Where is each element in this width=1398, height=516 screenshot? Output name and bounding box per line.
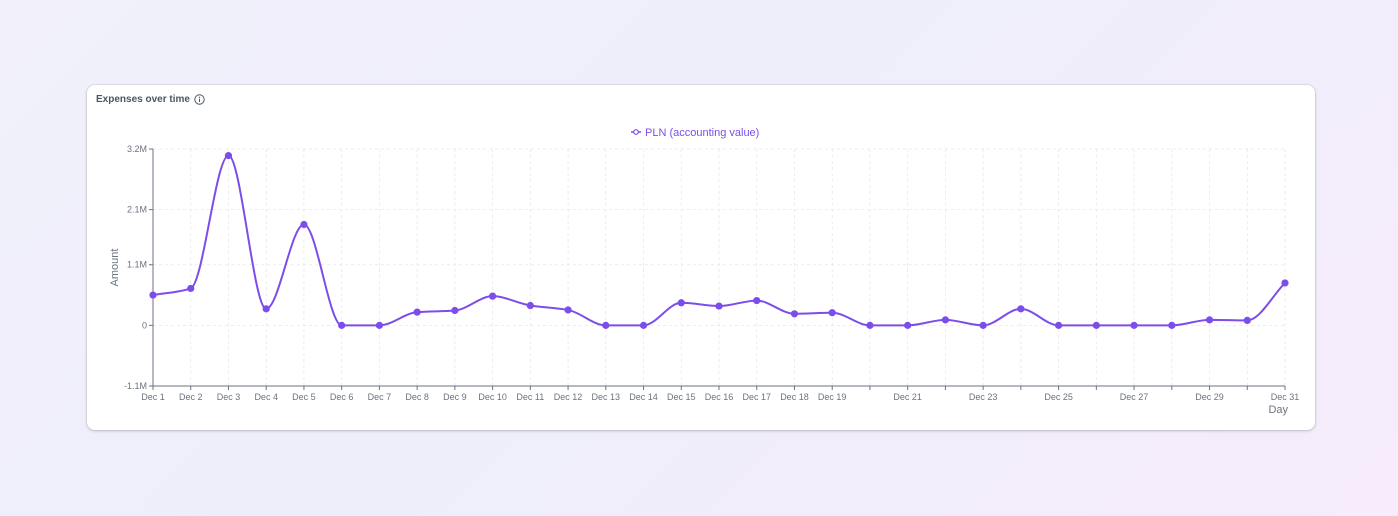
y-tick-label: 3.2M bbox=[127, 144, 147, 154]
x-tick-label: Dec 3 bbox=[217, 392, 241, 402]
info-icon[interactable] bbox=[194, 94, 205, 105]
data-point bbox=[979, 321, 987, 329]
data-point bbox=[828, 309, 836, 317]
x-tick-label: Dec 13 bbox=[592, 392, 621, 402]
data-point bbox=[375, 321, 383, 329]
data-point bbox=[904, 321, 912, 329]
data-point bbox=[1017, 305, 1025, 313]
x-tick-label: Dec 18 bbox=[780, 392, 809, 402]
data-point bbox=[1243, 316, 1251, 325]
x-tick-label: Dec 8 bbox=[405, 392, 429, 402]
x-tick-label: Dec 4 bbox=[254, 392, 278, 402]
x-tick-label: Dec 5 bbox=[292, 392, 316, 402]
x-tick-label: Dec 16 bbox=[705, 392, 734, 402]
data-point bbox=[790, 310, 799, 318]
x-tick-label: Dec 29 bbox=[1195, 392, 1224, 402]
x-tick-label: Dec 15 bbox=[667, 392, 696, 402]
x-tick-label: Dec 9 bbox=[443, 392, 467, 402]
data-point bbox=[1281, 279, 1289, 287]
x-tick-label: Dec 11 bbox=[516, 392, 544, 402]
data-point bbox=[602, 321, 610, 329]
line-chart: -1.1M 0 1.1M 2.1M 3.2M Dec 1 Dec 2 Dec 3 Dec 4 De… bbox=[109, 127, 1299, 416]
data-point bbox=[187, 284, 195, 293]
card-title: Expenses over time bbox=[96, 94, 205, 105]
x-tick-label: Dec 23 bbox=[969, 392, 998, 402]
data-point bbox=[1055, 321, 1063, 329]
x-tick-label: Dec 25 bbox=[1044, 392, 1073, 402]
data-point bbox=[1092, 321, 1100, 329]
x-tick-label: Dec 17 bbox=[742, 392, 771, 402]
y-tick-label: 0 bbox=[142, 320, 147, 330]
data-point bbox=[564, 306, 572, 314]
data-point bbox=[677, 299, 685, 307]
data-point bbox=[451, 306, 459, 315]
chart-grid bbox=[152, 148, 1286, 387]
legend-marker-icon bbox=[633, 129, 639, 135]
data-point bbox=[1205, 316, 1214, 324]
data-point bbox=[639, 321, 648, 329]
legend-label: PLN (accounting value) bbox=[645, 127, 759, 139]
x-tick-label: Dec 6 bbox=[330, 392, 354, 402]
data-point bbox=[262, 305, 270, 313]
x-tick-label: Dec 10 bbox=[478, 392, 507, 402]
data-point bbox=[1130, 321, 1138, 329]
x-tick-label: Dec 2 bbox=[179, 392, 203, 402]
data-point bbox=[1168, 321, 1176, 329]
chart-axes: -1.1M 0 1.1M 2.1M 3.2M Dec 1 Dec 2 Dec 3 Dec 4 De… bbox=[124, 144, 1299, 402]
card-title-text: Expenses over time bbox=[96, 94, 190, 105]
x-tick-label: Dec 31 bbox=[1271, 392, 1300, 402]
data-point bbox=[224, 152, 233, 160]
y-tick-label: -1.1M bbox=[124, 381, 147, 391]
data-point bbox=[526, 301, 534, 310]
data-point bbox=[338, 321, 346, 329]
chart-series bbox=[149, 152, 1289, 329]
data-point bbox=[753, 296, 761, 305]
chart-legend[interactable]: PLN (accounting value) bbox=[631, 127, 759, 139]
y-tick-label: 2.1M bbox=[127, 205, 147, 215]
data-point bbox=[413, 308, 421, 316]
data-point bbox=[149, 291, 157, 299]
x-tick-label: Dec 14 bbox=[629, 392, 658, 402]
x-tick-label: Dec 1 bbox=[141, 392, 165, 402]
data-point bbox=[715, 302, 723, 310]
data-point bbox=[941, 316, 950, 324]
x-tick-label: Dec 21 bbox=[893, 392, 922, 402]
y-tick-label: 1.1M bbox=[127, 260, 147, 270]
x-tick-label: Dec 27 bbox=[1120, 392, 1149, 402]
x-tick-label: Dec 12 bbox=[554, 392, 583, 402]
x-tick-label: Dec 7 bbox=[368, 392, 392, 402]
expenses-card: Expenses over time -1.1M 0 1.1M 2.1M 3.2M Dec… bbox=[87, 85, 1315, 430]
x-tick-label: Dec 19 bbox=[818, 392, 847, 402]
x-axis-title: Day bbox=[1268, 404, 1288, 416]
data-point bbox=[489, 292, 497, 300]
data-point bbox=[866, 321, 874, 329]
y-axis-title: Amount bbox=[109, 249, 121, 287]
data-point bbox=[300, 220, 308, 229]
